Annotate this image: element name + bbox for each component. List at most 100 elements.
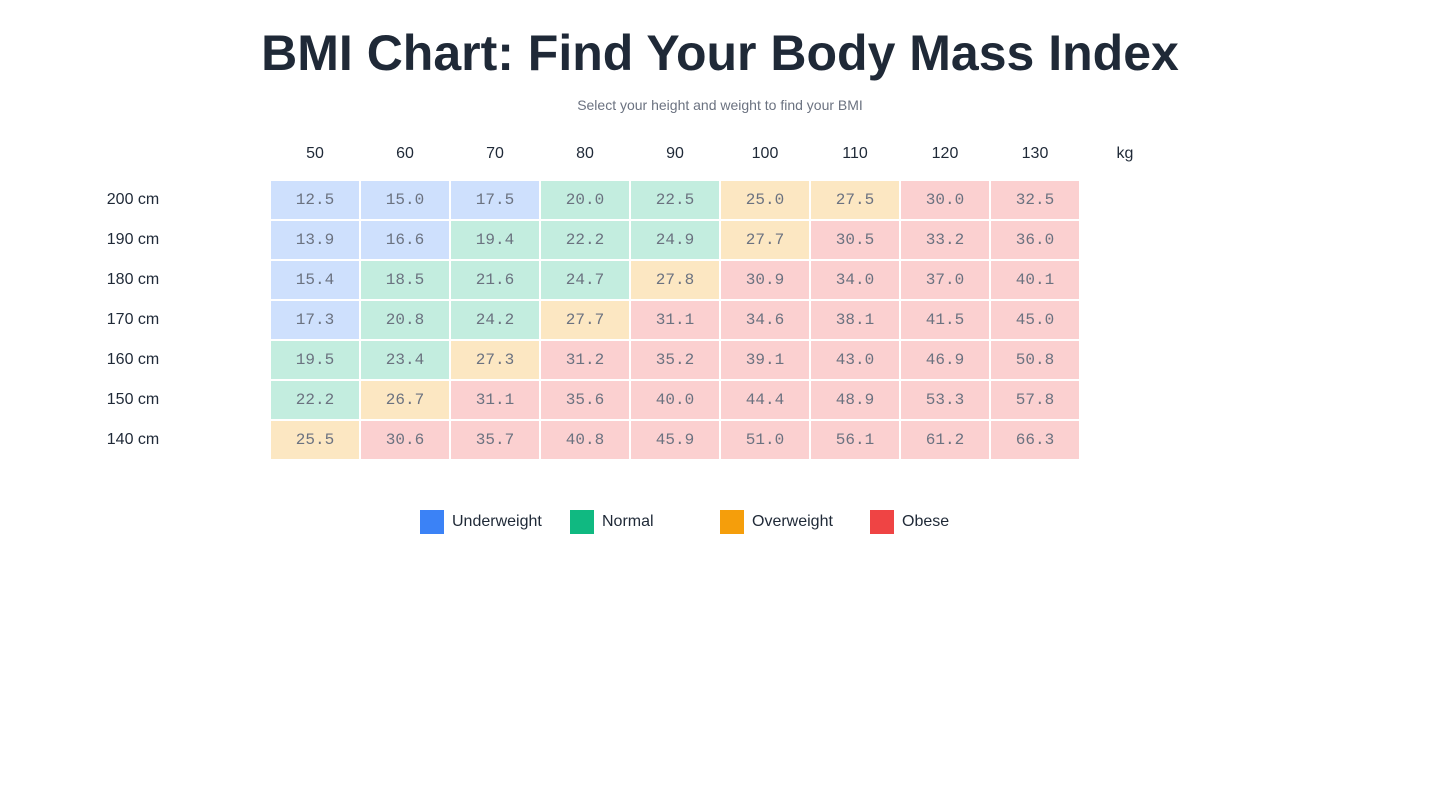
- bmi-cell: 37.0: [900, 260, 990, 300]
- cell-value: 53.3: [925, 391, 965, 409]
- cell-background: [271, 341, 359, 379]
- column-header: 50: [306, 145, 324, 162]
- cell-value: 25.5: [295, 431, 335, 449]
- cell-value: 27.7: [745, 231, 785, 249]
- legend-swatch: [570, 510, 594, 534]
- page-subtitle: Select your height and weight to find yo…: [577, 97, 863, 113]
- bmi-cell: 46.9: [900, 340, 990, 380]
- cell-value: 39.1: [745, 351, 785, 369]
- legend-label: Underweight: [452, 513, 542, 530]
- cell-background: [631, 381, 719, 419]
- cell-value: 20.0: [565, 191, 605, 209]
- row-header: 180 cm: [106, 271, 160, 288]
- cell-background: [451, 261, 539, 299]
- row-header: 200 cm: [106, 191, 160, 208]
- cell-background: [901, 261, 989, 299]
- cell-value: 27.3: [475, 351, 515, 369]
- bmi-cell: 17.5: [450, 180, 540, 220]
- bmi-cell: 35.7: [450, 420, 540, 460]
- cell-background: [721, 341, 809, 379]
- bmi-cell: 26.7: [360, 380, 450, 420]
- cell-value: 17.3: [295, 311, 335, 329]
- bmi-cell: 16.6: [360, 220, 450, 260]
- bmi-cell: 40.8: [540, 420, 630, 460]
- bmi-cell: 51.0: [720, 420, 810, 460]
- bmi-cell: 15.0: [360, 180, 450, 220]
- cell-value: 17.5: [475, 191, 515, 209]
- bmi-cell: 61.2: [900, 420, 990, 460]
- cell-background: [361, 261, 449, 299]
- cell-value: 27.5: [835, 191, 875, 209]
- row-header: 150 cm: [106, 391, 160, 408]
- cell-background: [451, 421, 539, 459]
- cell-background: [811, 221, 899, 259]
- cell-background: [811, 381, 899, 419]
- bmi-cell: 27.7: [720, 220, 810, 260]
- bmi-cell: 48.9: [810, 380, 900, 420]
- cell-background: [991, 381, 1079, 419]
- bmi-cell: 25.5: [270, 420, 360, 460]
- bmi-cell: 45.0: [990, 300, 1080, 340]
- bmi-cell: 25.0: [720, 180, 810, 220]
- cell-value: 27.8: [655, 271, 695, 289]
- column-header: 80: [576, 145, 594, 162]
- cell-value: 12.5: [295, 191, 335, 209]
- bmi-cell: 40.0: [630, 380, 720, 420]
- unit-header: kg: [1116, 145, 1134, 162]
- cell-value: 30.6: [385, 431, 425, 449]
- bmi-cell: 27.5: [810, 180, 900, 220]
- cell-background: [721, 381, 809, 419]
- column-header: 90: [666, 145, 684, 162]
- cell-background: [541, 421, 629, 459]
- bmi-cell: 31.1: [450, 380, 540, 420]
- cell-value: 31.2: [565, 351, 605, 369]
- cell-background: [991, 341, 1079, 379]
- bmi-cell: 32.5: [990, 180, 1080, 220]
- bmi-cell: 35.2: [630, 340, 720, 380]
- cell-value: 37.0: [925, 271, 965, 289]
- cell-value: 40.0: [655, 391, 695, 409]
- cell-value: 48.9: [835, 391, 875, 409]
- cell-value: 50.8: [1015, 351, 1055, 369]
- cell-background: [901, 341, 989, 379]
- column-header: 70: [486, 145, 504, 162]
- cell-value: 41.5: [925, 311, 965, 329]
- cell-value: 24.9: [655, 231, 695, 249]
- bmi-cell: 43.0: [810, 340, 900, 380]
- bmi-cell: 44.4: [720, 380, 810, 420]
- cell-background: [271, 221, 359, 259]
- bmi-cell: 17.3: [270, 300, 360, 340]
- cell-background: [901, 301, 989, 339]
- cell-background: [271, 381, 359, 419]
- cell-background: [721, 301, 809, 339]
- cell-background: [451, 301, 539, 339]
- legend-swatch: [870, 510, 894, 534]
- cell-background: [541, 221, 629, 259]
- cell-background: [271, 261, 359, 299]
- cell-value: 24.7: [565, 271, 605, 289]
- cell-value: 24.2: [475, 311, 515, 329]
- bmi-cell: 19.5: [270, 340, 360, 380]
- cell-value: 20.8: [385, 311, 425, 329]
- cell-background: [361, 381, 449, 419]
- bmi-cell: 45.9: [630, 420, 720, 460]
- cell-value: 15.0: [385, 191, 425, 209]
- cell-value: 61.2: [925, 431, 965, 449]
- cell-value: 66.3: [1015, 431, 1055, 449]
- cell-value: 30.9: [745, 271, 785, 289]
- cell-value: 26.7: [385, 391, 425, 409]
- cell-value: 25.0: [745, 191, 785, 209]
- cell-background: [631, 181, 719, 219]
- bmi-cell: 18.5: [360, 260, 450, 300]
- cell-value: 19.5: [295, 351, 335, 369]
- cell-background: [811, 341, 899, 379]
- legend-label: Normal: [602, 513, 654, 530]
- cell-background: [721, 181, 809, 219]
- cell-value: 45.0: [1015, 311, 1055, 329]
- bmi-cell: 50.8: [990, 340, 1080, 380]
- bmi-cell: 24.7: [540, 260, 630, 300]
- row-header: 190 cm: [106, 231, 160, 248]
- bmi-cell: 22.2: [540, 220, 630, 260]
- bmi-cell: 34.6: [720, 300, 810, 340]
- cell-background: [991, 421, 1079, 459]
